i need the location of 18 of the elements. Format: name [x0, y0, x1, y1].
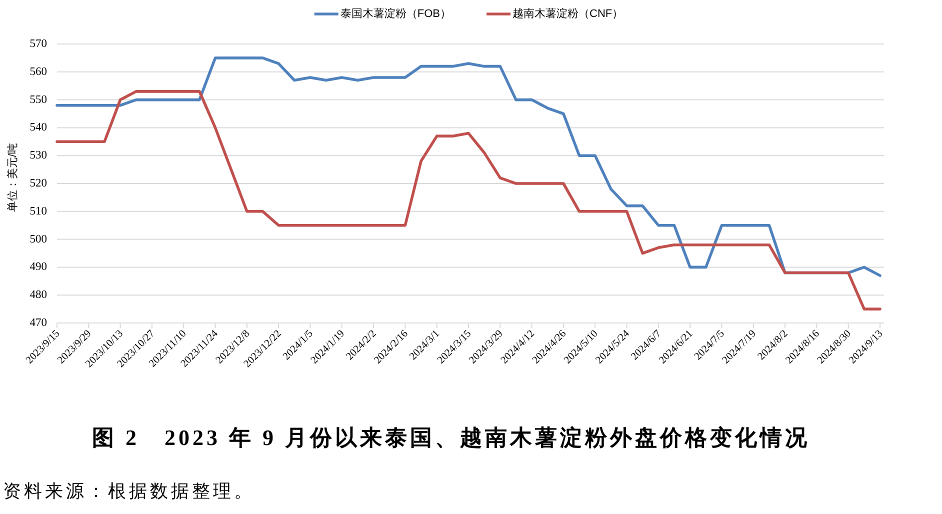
- y-tick-label: 560: [30, 66, 48, 78]
- y-tick-label: 510: [30, 205, 48, 218]
- line-series: [56, 56, 882, 277]
- y-tick-label: 470: [30, 317, 48, 329]
- y-tick-label: 550: [30, 94, 48, 106]
- y-tick-label: 540: [30, 122, 48, 134]
- line-series: [56, 90, 882, 310]
- y-tick-label: 480: [30, 289, 48, 302]
- y-tick-label: 530: [30, 150, 48, 162]
- y-tick-label: 500: [30, 233, 48, 246]
- y-axis-title: 单位：美元/吨: [6, 142, 19, 212]
- legend-label: 泰国木薯淀粉（FOB）: [340, 7, 451, 20]
- y-tick-label: 570: [30, 38, 48, 50]
- text: 图 2 2023 年 9 月份以来泰国、越南木薯淀粉外盘价格变化情况: [92, 424, 810, 450]
- y-tick-label: 490: [30, 261, 48, 274]
- y-tick-label: 520: [30, 178, 48, 190]
- text: 资料来源：根据数据整理。: [3, 481, 255, 501]
- legend-label: 越南木薯淀粉（CNF）: [512, 7, 624, 20]
